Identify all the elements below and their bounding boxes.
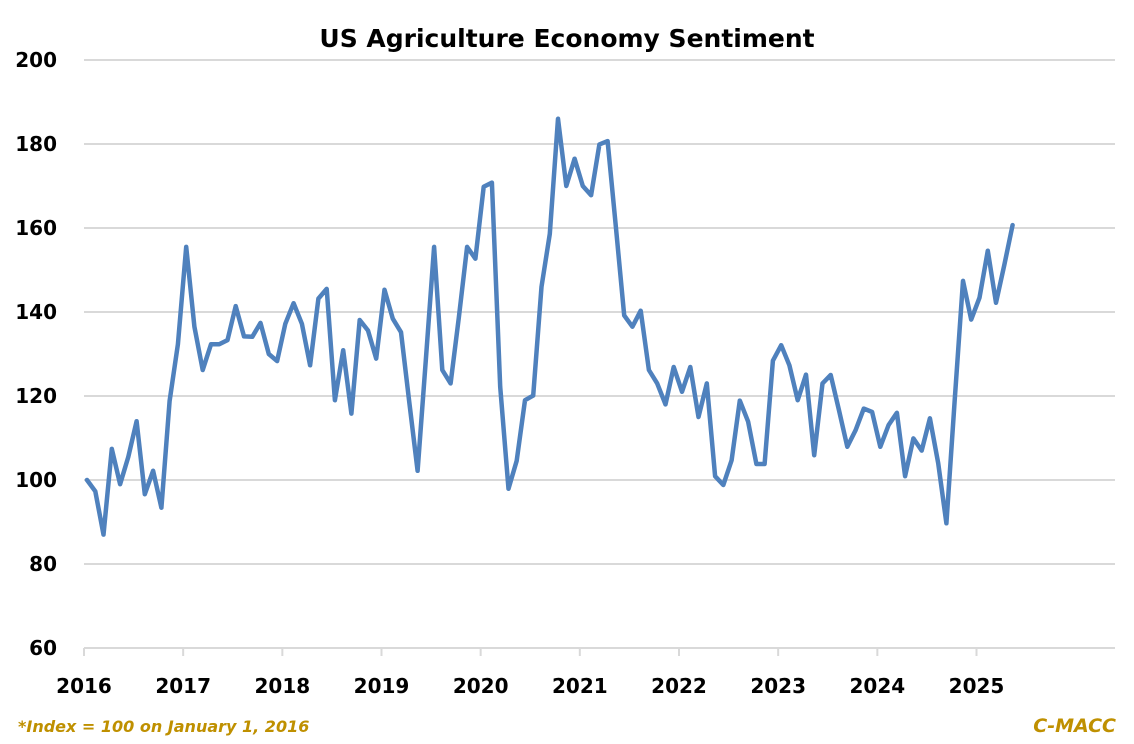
x-axis: 2016 2017 2018 2019 2020 2021 2022 2023 2024 2025 — [56, 648, 1004, 698]
y-axis-ticks: 60 80 100 120 140 160 180 200 — [15, 48, 57, 660]
series-group — [84, 116, 1015, 537]
series-line — [84, 116, 1015, 537]
y-tick-label: 160 — [15, 216, 57, 240]
x-tick-label: 2016 — [56, 674, 112, 698]
x-tick-label: 2021 — [552, 674, 608, 698]
x-tick-label: 2020 — [453, 674, 509, 698]
x-tick-label: 2023 — [750, 674, 806, 698]
y-tick-label: 200 — [15, 48, 57, 72]
y-tick-label: 60 — [29, 636, 57, 660]
x-tick-label: 2025 — [949, 674, 1005, 698]
x-tick-label: 2024 — [849, 674, 905, 698]
footnote: *Index = 100 on January 1, 2016 — [18, 717, 309, 736]
x-tick-label: 2019 — [354, 674, 410, 698]
source-label: C-MACC — [1033, 715, 1116, 737]
gridlines — [84, 59, 1115, 649]
y-tick-label: 100 — [15, 468, 57, 492]
y-tick-label: 180 — [15, 132, 57, 156]
y-tick-label: 140 — [15, 300, 57, 324]
y-tick-label: 120 — [15, 384, 57, 408]
x-tick-label: 2018 — [254, 674, 310, 698]
x-tick-label: 2017 — [155, 674, 211, 698]
y-tick-label: 80 — [29, 552, 57, 576]
x-tick-label: 2022 — [651, 674, 707, 698]
chart-title: US Agriculture Economy Sentiment — [319, 24, 814, 53]
